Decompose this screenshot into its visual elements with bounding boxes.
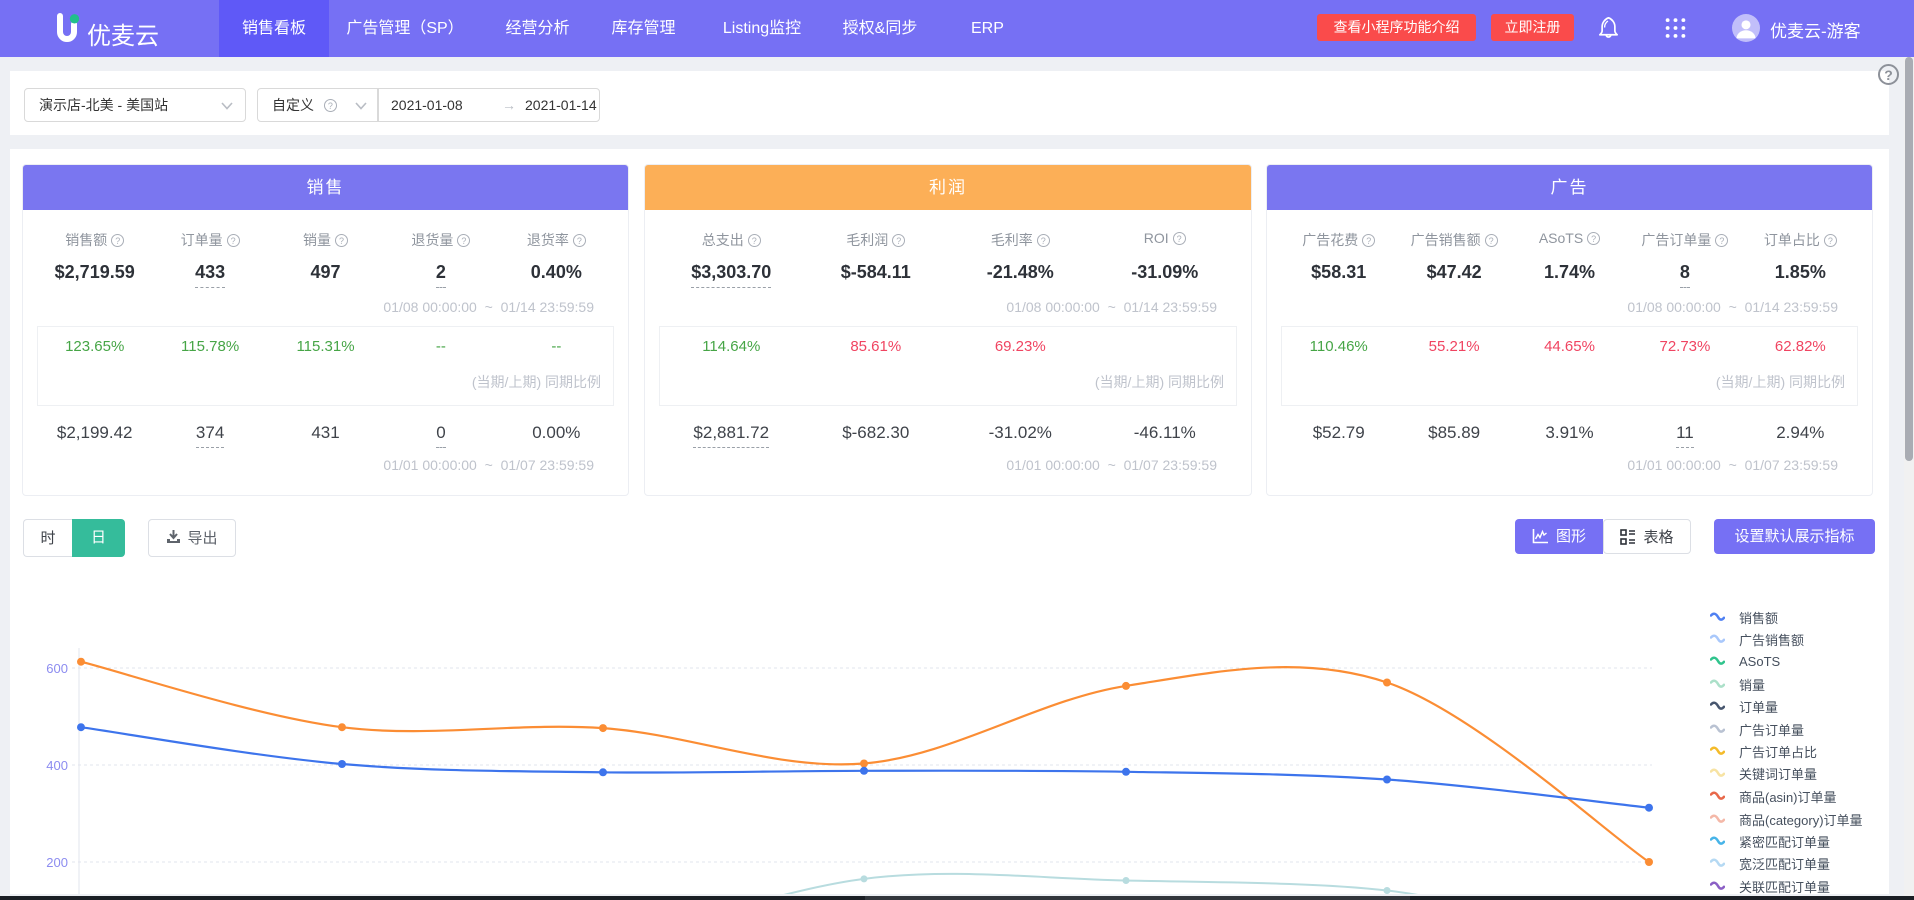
svg-text:400: 400 [46, 758, 68, 773]
svg-text:200: 200 [46, 855, 68, 870]
svg-text:600: 600 [46, 661, 68, 676]
